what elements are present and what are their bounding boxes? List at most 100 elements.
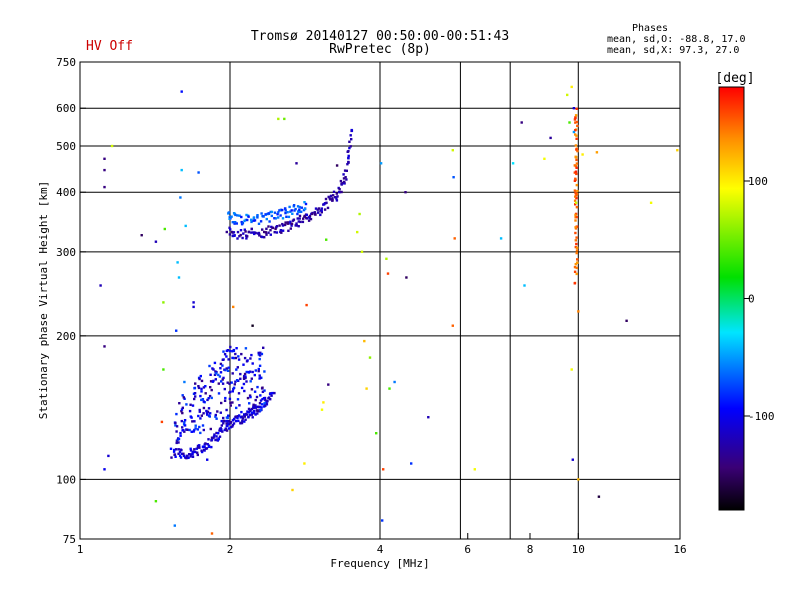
trace-point [271, 391, 274, 395]
scatter-point [473, 468, 476, 471]
scatter-point [595, 151, 599, 154]
scatter-point [277, 117, 280, 121]
trace-point [296, 217, 299, 220]
trace-point [207, 445, 211, 448]
scatter-point [283, 117, 286, 121]
scatter-point [388, 387, 391, 390]
trace-point [201, 445, 205, 448]
trace-point [187, 456, 190, 459]
trace-point [303, 207, 307, 211]
trace-point [340, 183, 343, 186]
scatter-point [451, 149, 454, 152]
trace-point [309, 217, 313, 221]
trace-point [575, 242, 578, 246]
trace-point [180, 448, 183, 452]
trace-point [290, 224, 293, 227]
trace-point [236, 416, 239, 420]
cluster-point [223, 387, 226, 391]
cluster-point [183, 421, 186, 424]
cluster-point [209, 373, 212, 376]
cluster-point [249, 357, 252, 360]
cluster-point [258, 354, 262, 357]
cluster-point [194, 427, 197, 430]
cluster-point [218, 375, 222, 378]
trace-point [305, 216, 308, 220]
cluster-point [189, 415, 192, 418]
scatter-point [173, 524, 176, 527]
trace-point [342, 173, 345, 176]
trace-point [198, 446, 201, 449]
cluster-point [191, 404, 195, 407]
trace-point [342, 177, 346, 180]
cluster-point [221, 364, 224, 367]
trace-point [240, 215, 243, 219]
cluster-point [202, 406, 206, 410]
trace-point [574, 121, 577, 124]
trace-point [574, 239, 577, 242]
trace-point [177, 452, 180, 455]
trace-point [575, 192, 579, 196]
trace-point [278, 224, 281, 227]
y-axis-ticks: 75 100 200 300 400 500 600 750 [56, 56, 86, 546]
cluster-point [256, 409, 260, 413]
trace-point [329, 194, 333, 198]
scatter-point [566, 93, 569, 97]
cluster-point [226, 369, 230, 372]
trace-point [574, 114, 578, 117]
trace-point [264, 213, 267, 216]
trace-point [234, 415, 238, 418]
cluster-point [200, 398, 203, 402]
trace-point [248, 411, 251, 414]
cluster-point [188, 428, 191, 432]
cluster-point [182, 396, 185, 399]
cluster-point [174, 424, 177, 427]
cluster-point [224, 368, 227, 372]
trace-point [331, 197, 334, 200]
cluster-point [214, 372, 218, 375]
cluster-point [225, 355, 228, 358]
trace-point [268, 220, 271, 223]
scatter-point [192, 301, 195, 304]
trace-point [247, 230, 251, 234]
cluster-point [236, 398, 240, 401]
cluster-point [198, 377, 201, 381]
cluster-point [237, 392, 241, 395]
trace-point [263, 236, 266, 239]
trace-point [574, 213, 577, 217]
scatter-point [99, 284, 102, 287]
trace-point [279, 229, 283, 232]
cluster-point [260, 352, 264, 356]
cluster-point [214, 415, 217, 418]
trace-point [217, 438, 220, 441]
x-tick-label: 8 [527, 543, 534, 556]
trace-point [222, 422, 225, 425]
cluster-point [243, 374, 246, 378]
trace-point [230, 215, 233, 218]
trace-point [241, 221, 245, 225]
trace-point [239, 421, 242, 424]
scatter-point [386, 272, 390, 275]
colorbar-label: [deg] [715, 71, 754, 86]
trace-point [254, 404, 257, 407]
trace-point [575, 162, 579, 165]
trace-point [273, 217, 276, 220]
trace-point [281, 229, 285, 232]
trace-point [243, 415, 246, 418]
trace-point [216, 439, 219, 442]
trace-point [279, 208, 282, 212]
trace-point [210, 436, 214, 439]
trace-point [247, 415, 250, 419]
cluster-point [229, 404, 232, 407]
scatter-point [570, 85, 573, 89]
phases-x-stats: mean, sd,X: 97.3, 27.0 [607, 45, 739, 56]
trace-point [241, 236, 244, 240]
cluster-point [232, 386, 236, 389]
trace-point [320, 211, 323, 214]
cluster-point [197, 414, 200, 418]
cluster-point [219, 411, 222, 414]
scatter-point [365, 387, 368, 390]
trace-point [280, 231, 283, 234]
cluster-point [213, 373, 217, 376]
cluster-point [252, 406, 255, 410]
